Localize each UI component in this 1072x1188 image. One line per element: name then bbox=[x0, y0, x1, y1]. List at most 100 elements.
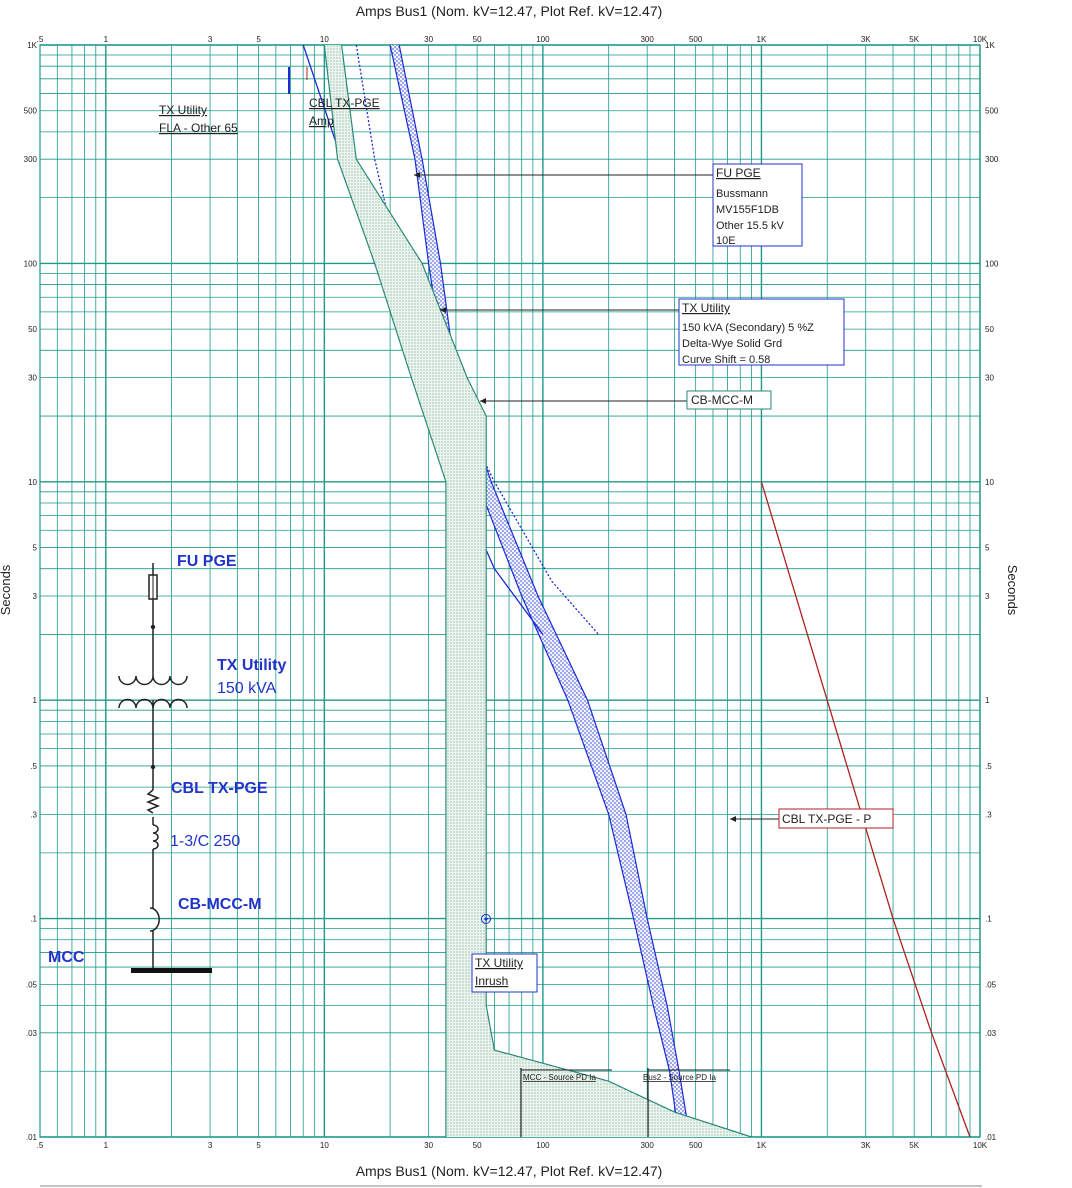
y-tick-label-left: 300 bbox=[24, 155, 38, 164]
y-tick-label-right: 30 bbox=[985, 374, 994, 383]
y-tick-label-right: 1K bbox=[985, 41, 995, 50]
one-line-diagram: FU PGE TX Utility 150 kVA CBL TX-PGE 1-3… bbox=[48, 553, 286, 973]
top-axis-title: Amps Bus1 (Nom. kV=12.47, Plot Ref. kV=1… bbox=[356, 3, 663, 19]
y-tick-label-right: .01 bbox=[985, 1133, 997, 1142]
cable-amp-sub: Amp bbox=[309, 114, 334, 128]
ol-fuse-label: FU PGE bbox=[177, 553, 237, 570]
y-tick-label-left: 10 bbox=[28, 478, 37, 487]
x-tick-label-bottom: 1K bbox=[757, 1141, 767, 1150]
y-tick-label-left: 100 bbox=[24, 259, 38, 268]
tx-utility-rating: 150 kVA (Secondary) 5 %Z bbox=[682, 322, 814, 334]
y-tick-label-right: 10 bbox=[985, 478, 994, 487]
series-min-line-3 bbox=[323, 44, 447, 1137]
fu-pge-rating: 10E bbox=[716, 235, 736, 247]
y-tick-label-right: .03 bbox=[985, 1029, 997, 1038]
x-tick-label-top: 300 bbox=[640, 35, 654, 44]
y-tick-label-right: 500 bbox=[985, 107, 999, 116]
x-tick-label-top: 10 bbox=[320, 35, 329, 44]
series-band-3 bbox=[324, 45, 752, 1137]
ol-cable-size: 1-3/C 250 bbox=[170, 833, 240, 850]
tx-utility-shift: Curve Shift = 0.58 bbox=[682, 354, 770, 366]
annotation-tx-inrush: TX Utility Inrush bbox=[471, 914, 538, 993]
y-tick-label-left: .5 bbox=[30, 762, 37, 771]
bottom-axis-title: Amps Bus1 (Nom. kV=12.47, Plot Ref. kV=1… bbox=[356, 1163, 663, 1179]
x-tick-label-top: .5 bbox=[37, 35, 44, 44]
cable-amp-title: CBL TX-PGE bbox=[309, 96, 380, 110]
curves bbox=[302, 44, 971, 1138]
y-tick-label-right: .05 bbox=[985, 980, 997, 989]
y-axis-title-right: Seconds bbox=[1005, 565, 1020, 616]
x-tick-label-bottom: 5 bbox=[256, 1141, 261, 1150]
mcc-bus-bar bbox=[131, 968, 212, 973]
y-tick-label-right: 100 bbox=[985, 259, 999, 268]
annotation-tx-utility: TX Utility 150 kVA (Secondary) 5 %Z Delt… bbox=[440, 298, 845, 366]
bus2-source-label: Bus2 - Source PD Ia bbox=[643, 1073, 716, 1082]
y-tick-label-left: 30 bbox=[28, 374, 37, 383]
ol-tx-label: TX Utility bbox=[217, 657, 286, 674]
mcc-source-label: MCC - Source PD Ia bbox=[523, 1073, 596, 1082]
fu-pge-mfr: Bussmann bbox=[716, 188, 768, 200]
x-tick-label-bottom: 500 bbox=[689, 1141, 703, 1150]
cable-reactance bbox=[152, 824, 159, 850]
fla-sub: FLA - Other 65 bbox=[159, 121, 238, 135]
annotation-fu-pge: FU PGE Bussmann MV155F1DB Other 15.5 kV … bbox=[414, 163, 803, 247]
fu-pge-voltage: Other 15.5 kV bbox=[716, 220, 785, 232]
x-tick-label-top: 5 bbox=[256, 35, 261, 44]
y-tick-label-right: 1 bbox=[985, 696, 990, 705]
inrush-title: TX Utility bbox=[475, 956, 523, 970]
y-tick-label-left: .1 bbox=[30, 915, 37, 924]
ol-tx-rating: 150 kVA bbox=[217, 680, 277, 697]
tick-labels: .5 .5 1 1 3 3 5 5 10 10 30 30 50 50 100 100 300 300 500 500… bbox=[24, 35, 999, 1150]
y-tick-label-right: 300 bbox=[985, 155, 999, 164]
tx-utility-conn: Delta-Wye Solid Grd bbox=[682, 338, 782, 350]
x-tick-label-bottom: 30 bbox=[424, 1141, 433, 1150]
ol-cable-label: CBL TX-PGE bbox=[171, 780, 268, 797]
ol-breaker-label: CB-MCC-M bbox=[178, 896, 262, 913]
y-tick-label-right: .3 bbox=[985, 810, 992, 819]
series-line-4 bbox=[760, 481, 971, 1138]
y-axis-title-left: Seconds bbox=[0, 564, 13, 615]
annotation-source-pd: MCC - Source PD Ia Bus2 - Source PD Ia bbox=[520, 1068, 730, 1137]
x-tick-label-top: 3 bbox=[208, 35, 213, 44]
x-tick-label-top: 100 bbox=[536, 35, 550, 44]
annotation-cb-mcc-m: CB-MCC-M bbox=[480, 390, 772, 410]
x-tick-label-bottom: 10K bbox=[973, 1141, 988, 1150]
y-tick-label-left: 3 bbox=[33, 592, 38, 601]
x-tick-label-top: 500 bbox=[689, 35, 703, 44]
x-tick-label-bottom: 100 bbox=[536, 1141, 550, 1150]
x-tick-label-bottom: .5 bbox=[37, 1141, 44, 1150]
fu-pge-model: MV155F1DB bbox=[716, 204, 779, 216]
y-tick-label-right: .1 bbox=[985, 915, 992, 924]
y-tick-label-left: 500 bbox=[24, 107, 38, 116]
x-tick-label-bottom: 3K bbox=[861, 1141, 871, 1150]
y-tick-label-right: 50 bbox=[985, 325, 994, 334]
y-tick-label-left: .3 bbox=[30, 810, 37, 819]
x-tick-label-bottom: 3 bbox=[208, 1141, 213, 1150]
tx-utility-title: TX Utility bbox=[682, 301, 730, 315]
series-min-line-0 bbox=[389, 44, 680, 1138]
x-tick-label-bottom: 5K bbox=[909, 1141, 919, 1150]
y-tick-label-right: .5 bbox=[985, 762, 992, 771]
fu-pge-title: FU PGE bbox=[716, 166, 761, 180]
breaker-symbol bbox=[149, 907, 160, 932]
x-tick-label-top: 5K bbox=[909, 35, 919, 44]
x-tick-label-top: 50 bbox=[473, 35, 482, 44]
series-max-line-0 bbox=[398, 44, 691, 1138]
series-band-0 bbox=[390, 45, 690, 1137]
x-tick-label-bottom: 50 bbox=[473, 1141, 482, 1150]
cb-mcc-m-title: CB-MCC-M bbox=[691, 393, 753, 407]
inrush-sub: Inrush bbox=[475, 974, 508, 988]
fla-title: TX Utility bbox=[159, 103, 207, 117]
annotation-cbl-tx-pge: CBL TX-PGE - P bbox=[730, 808, 894, 829]
ol-bus-label: MCC bbox=[48, 949, 85, 966]
x-tick-label-bottom: 10 bbox=[320, 1141, 329, 1150]
y-tick-label-left: .05 bbox=[26, 980, 38, 989]
transformer-primary bbox=[118, 675, 188, 686]
x-tick-label-top: 1 bbox=[104, 35, 109, 44]
cable-resistance bbox=[145, 789, 161, 814]
y-tick-label-left: .03 bbox=[26, 1029, 38, 1038]
y-tick-label-left: .01 bbox=[26, 1133, 38, 1142]
y-tick-label-left: 1 bbox=[33, 696, 38, 705]
x-tick-label-top: 10K bbox=[973, 35, 988, 44]
cbl-tx-pge-title: CBL TX-PGE - P bbox=[782, 812, 871, 826]
